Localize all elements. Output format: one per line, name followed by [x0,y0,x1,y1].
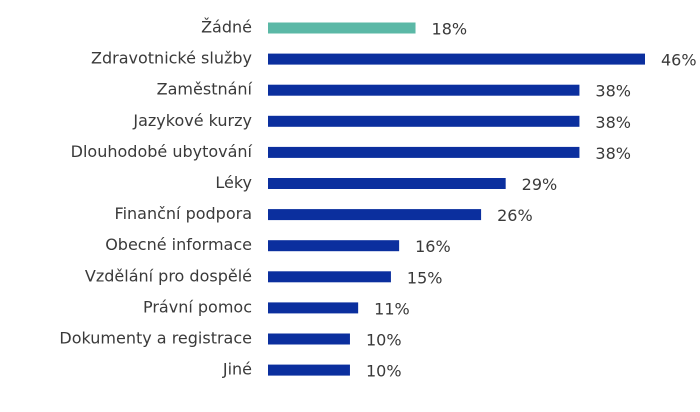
value-label: 15% [407,268,443,287]
bar [268,364,350,376]
bar [268,271,391,283]
value-label: 16% [415,237,451,256]
value-label: 38% [595,144,631,163]
bar [268,22,416,34]
bar [268,209,482,221]
category-label: Jazykové kurzy [132,111,252,130]
value-label: 29% [522,175,558,194]
category-label: Právní pomoc [143,297,252,316]
value-label: 10% [366,331,402,350]
category-label: Dlouhodobé ubytování [71,142,253,161]
bar [268,115,580,127]
bar [268,240,400,252]
value-label: 46% [661,51,697,70]
value-label: 38% [595,82,631,101]
bar [268,146,580,158]
bar [268,84,580,96]
value-label: 18% [432,20,468,39]
category-label: Jiné [222,360,252,379]
bar [268,333,350,345]
value-label: 11% [374,299,410,318]
category-label: Zdravotnické služby [91,49,252,68]
category-label: Dokumenty a registrace [59,329,252,348]
value-label: 10% [366,362,402,381]
category-label: Obecné informace [105,235,252,254]
bar [268,178,506,189]
category-label: Vzdělání pro dospělé [85,266,252,285]
category-label: Finanční podpora [115,204,252,223]
bar [268,302,359,314]
category-label: Léky [215,173,252,192]
category-label: Žádné [201,18,252,37]
bar [268,53,645,65]
category-label: Zaměstnání [157,80,253,99]
value-label: 26% [497,206,533,225]
value-label: 38% [595,113,631,132]
